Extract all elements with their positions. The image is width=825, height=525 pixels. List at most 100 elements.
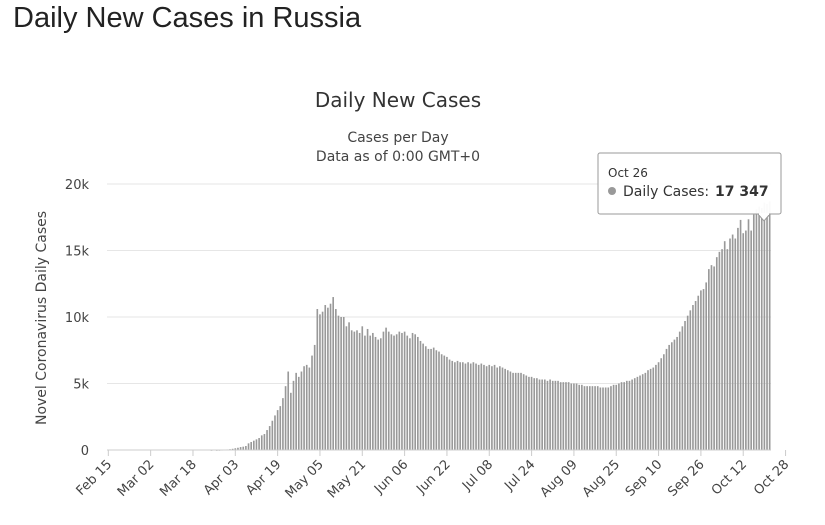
bar[interactable]: [316, 309, 319, 450]
bar[interactable]: [409, 338, 411, 450]
bar[interactable]: [295, 372, 297, 450]
bar[interactable]: [567, 382, 570, 450]
bar[interactable]: [655, 364, 657, 450]
bar[interactable]: [755, 209, 758, 450]
bar[interactable]: [456, 360, 459, 450]
bar[interactable]: [514, 372, 517, 450]
bar[interactable]: [734, 238, 737, 450]
bar[interactable]: [528, 376, 530, 450]
bar[interactable]: [327, 307, 329, 450]
bar[interactable]: [689, 310, 692, 450]
bar[interactable]: [676, 336, 678, 450]
bar[interactable]: [702, 289, 705, 450]
bar[interactable]: [268, 426, 271, 450]
bar[interactable]: [300, 371, 303, 450]
bar[interactable]: [607, 387, 610, 450]
bar[interactable]: [345, 326, 348, 450]
bar[interactable]: [604, 387, 607, 450]
bar[interactable]: [620, 382, 623, 450]
bar[interactable]: [541, 379, 543, 450]
bar[interactable]: [700, 290, 702, 450]
bar[interactable]: [303, 366, 305, 450]
bar[interactable]: [401, 332, 403, 450]
bar[interactable]: [681, 326, 684, 450]
bar[interactable]: [440, 354, 443, 450]
bar[interactable]: [263, 434, 266, 450]
bar[interactable]: [247, 443, 250, 450]
bar[interactable]: [271, 420, 274, 450]
bar[interactable]: [578, 384, 581, 450]
bar[interactable]: [726, 249, 729, 450]
bar[interactable]: [372, 332, 374, 450]
bar[interactable]: [715, 257, 718, 450]
bar[interactable]: [430, 348, 432, 450]
bar[interactable]: [546, 380, 549, 450]
bar[interactable]: [284, 386, 287, 450]
bar[interactable]: [708, 269, 710, 450]
bar[interactable]: [491, 366, 493, 450]
bar[interactable]: [337, 315, 340, 450]
bar[interactable]: [324, 305, 327, 450]
bar[interactable]: [559, 382, 562, 450]
bar[interactable]: [586, 386, 588, 450]
bar[interactable]: [713, 266, 715, 450]
bar[interactable]: [427, 348, 430, 450]
bar[interactable]: [239, 447, 242, 450]
bar[interactable]: [763, 202, 766, 450]
bar[interactable]: [678, 331, 681, 450]
bar[interactable]: [626, 380, 628, 450]
bar[interactable]: [464, 363, 467, 450]
bar[interactable]: [485, 366, 488, 450]
bar[interactable]: [512, 372, 514, 450]
bar[interactable]: [398, 331, 401, 450]
bar[interactable]: [361, 326, 364, 450]
bar[interactable]: [723, 241, 726, 450]
bar[interactable]: [342, 317, 345, 450]
bar[interactable]: [245, 446, 247, 450]
bar[interactable]: [266, 430, 268, 450]
bar[interactable]: [329, 303, 332, 450]
bar[interactable]: [718, 251, 721, 450]
bar[interactable]: [573, 383, 575, 451]
bar[interactable]: [768, 201, 771, 450]
bar[interactable]: [356, 330, 358, 450]
bar[interactable]: [522, 374, 525, 450]
bar[interactable]: [731, 234, 734, 450]
bar[interactable]: [705, 282, 708, 450]
bar[interactable]: [451, 360, 454, 450]
bar[interactable]: [274, 415, 276, 450]
bar[interactable]: [258, 438, 260, 450]
bar[interactable]: [335, 309, 337, 450]
bar[interactable]: [591, 386, 594, 450]
bar[interactable]: [446, 356, 448, 450]
bar[interactable]: [673, 339, 676, 450]
bar[interactable]: [501, 367, 504, 450]
bar[interactable]: [686, 315, 689, 450]
bar[interactable]: [385, 327, 387, 450]
bar[interactable]: [253, 440, 255, 450]
bar[interactable]: [287, 371, 290, 450]
bar[interactable]: [599, 387, 602, 450]
bar[interactable]: [469, 363, 472, 450]
bar[interactable]: [752, 214, 755, 450]
bar[interactable]: [424, 346, 427, 450]
bar[interactable]: [742, 233, 745, 450]
bar[interactable]: [313, 344, 316, 450]
bar[interactable]: [551, 380, 554, 450]
bar[interactable]: [419, 340, 422, 450]
bar[interactable]: [477, 364, 480, 450]
bar[interactable]: [554, 380, 557, 450]
bar[interactable]: [583, 386, 586, 450]
bar[interactable]: [438, 351, 440, 450]
bar[interactable]: [417, 336, 419, 450]
bar[interactable]: [276, 410, 279, 450]
bar[interactable]: [443, 355, 446, 450]
bar[interactable]: [737, 227, 739, 450]
bar[interactable]: [406, 335, 409, 450]
bar[interactable]: [623, 382, 625, 450]
bar[interactable]: [684, 320, 686, 450]
bar[interactable]: [472, 362, 475, 450]
bar[interactable]: [536, 378, 538, 450]
bar[interactable]: [766, 203, 768, 450]
bar[interactable]: [636, 376, 639, 450]
